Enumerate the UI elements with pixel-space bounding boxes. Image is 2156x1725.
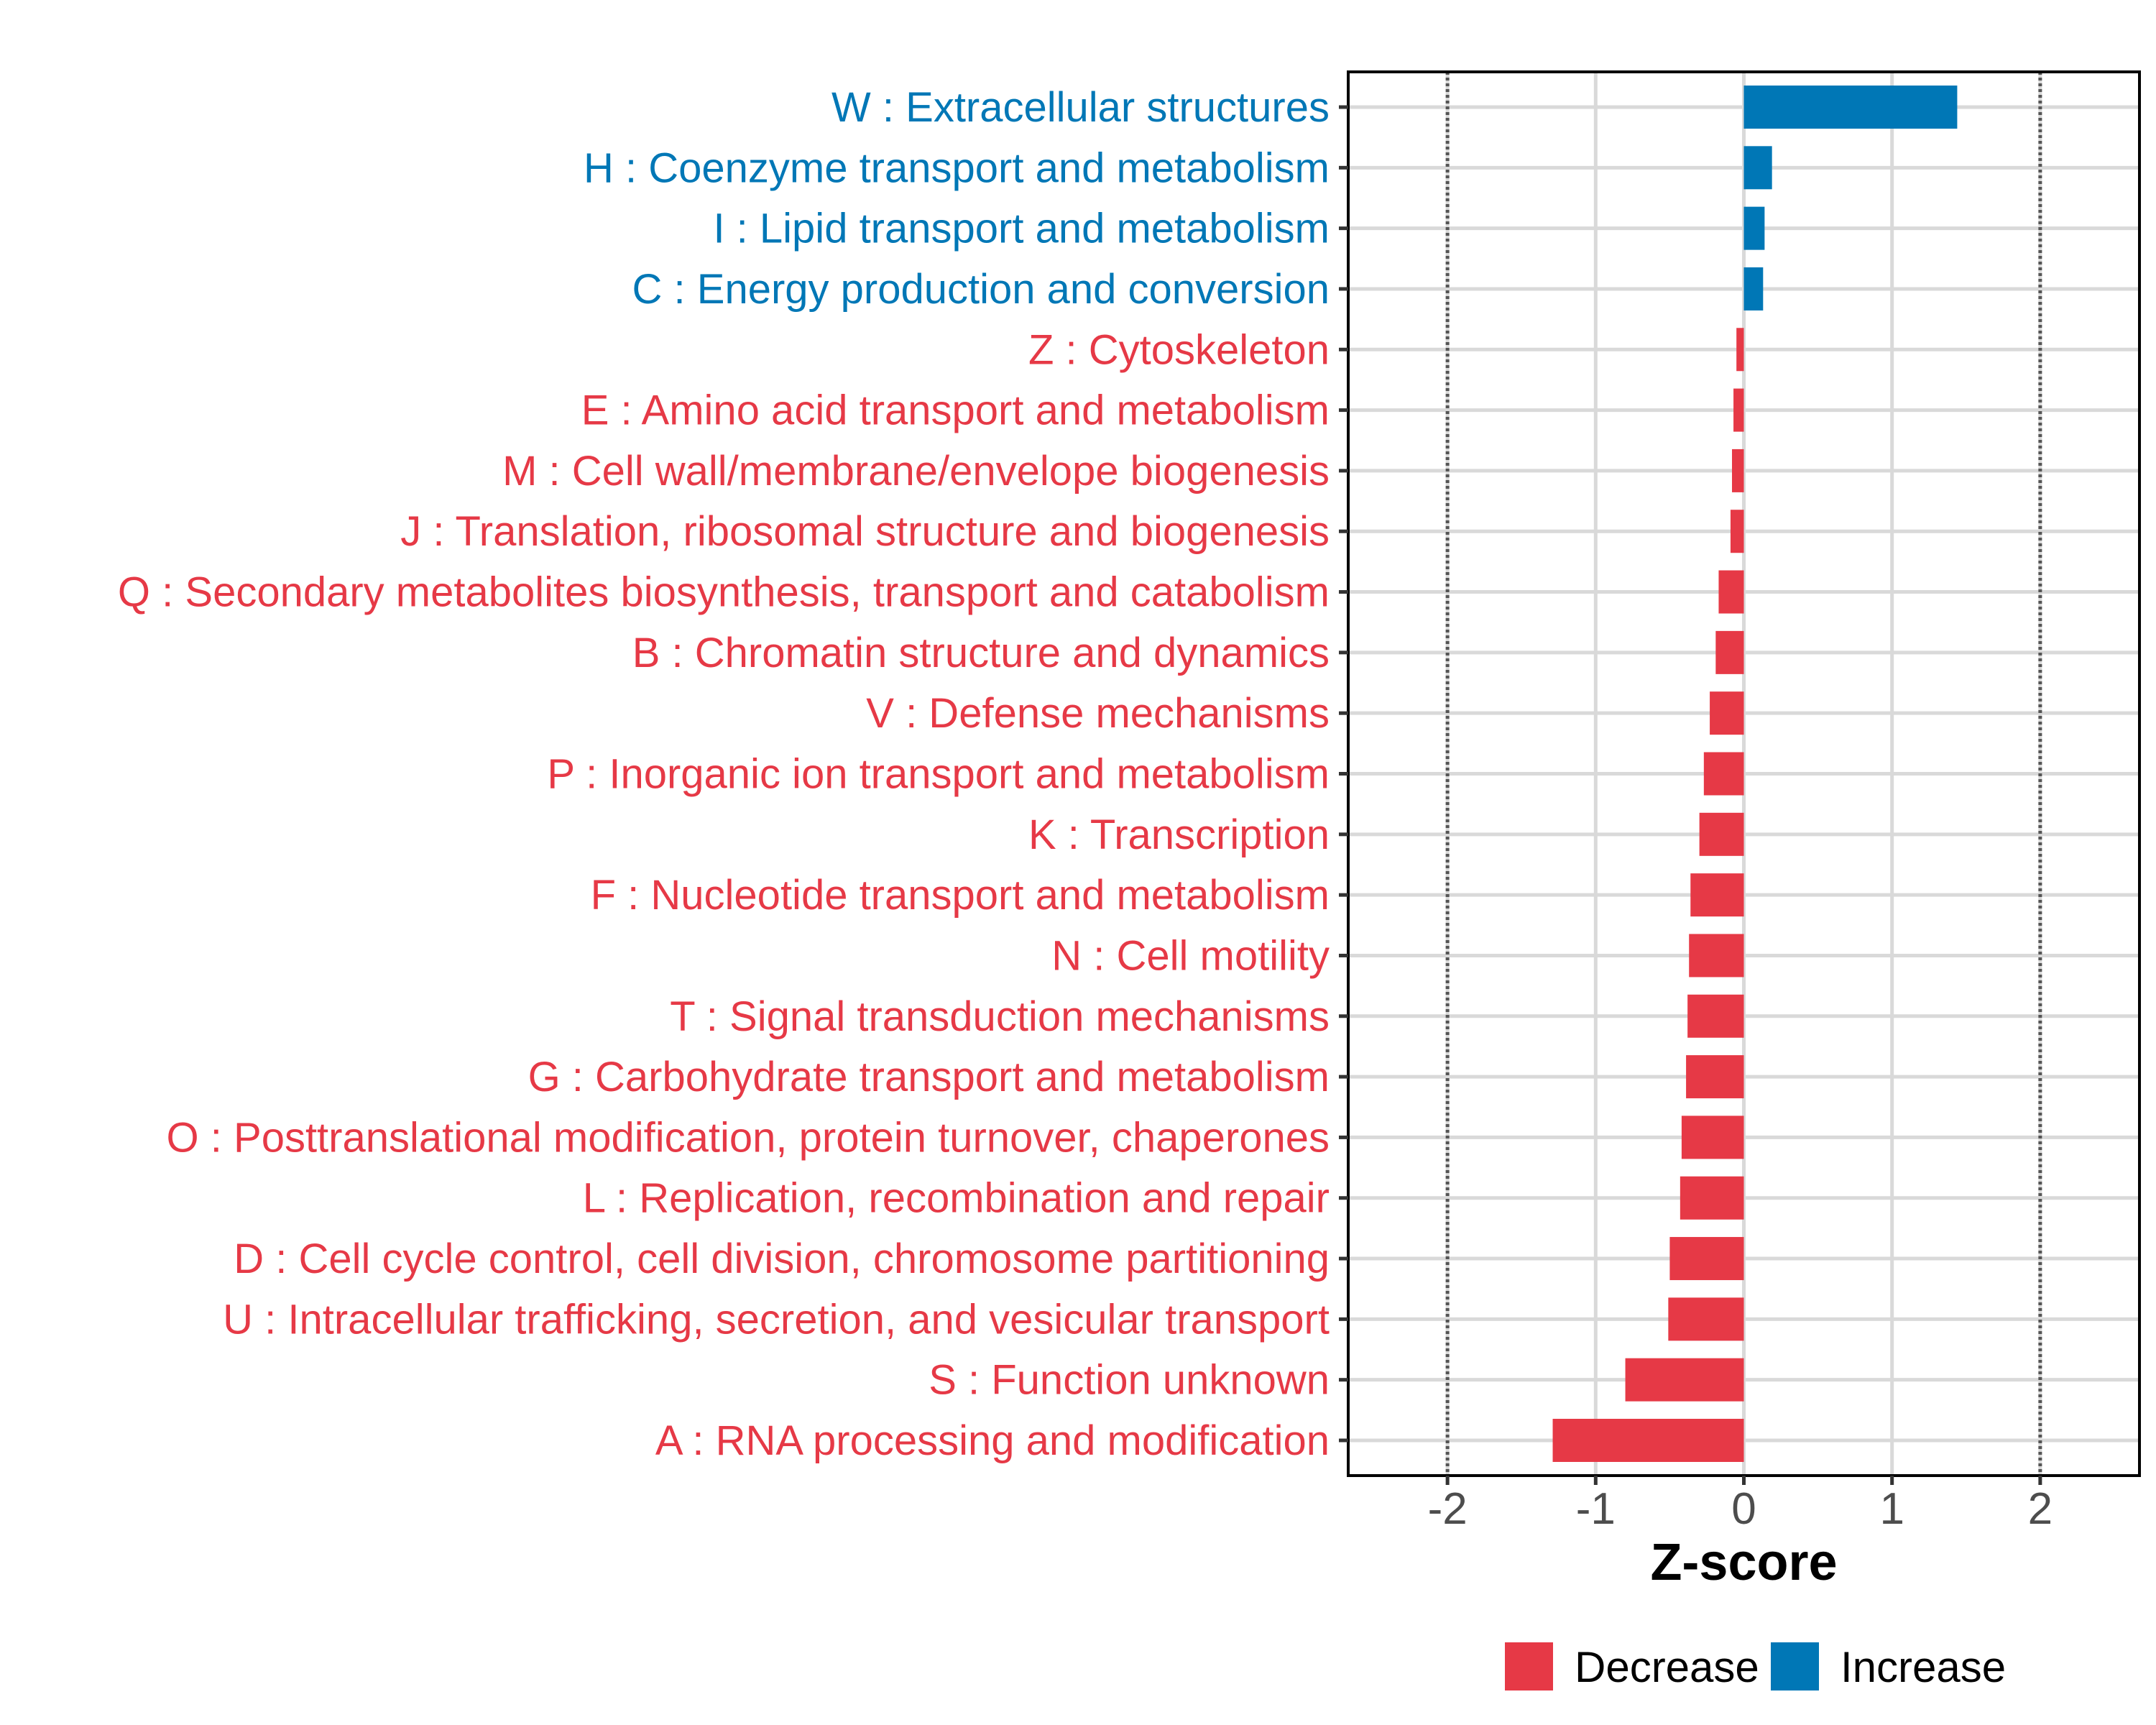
bar — [1733, 388, 1744, 432]
bar — [1690, 873, 1744, 917]
category-label: T : Signal transduction mechanisms — [670, 993, 1330, 1040]
legend-key-decrease — [1505, 1642, 1553, 1690]
bar — [1730, 510, 1744, 553]
bar — [1625, 1358, 1744, 1402]
category-label: A : RNA processing and modification — [655, 1417, 1330, 1464]
reference-lines — [1445, 72, 2042, 1476]
category-label: G : Carbohydrate transport and metabolis… — [528, 1054, 1330, 1100]
bar — [1681, 1116, 1744, 1159]
category-label: O : Posttranslational modification, prot… — [167, 1114, 1330, 1161]
bar — [1736, 328, 1744, 372]
category-label: S : Function unknown — [929, 1357, 1330, 1404]
y-axis: W : Extracellular structures H : Coenzyme… — [118, 84, 1348, 1464]
bar — [1699, 812, 1744, 856]
legend-label-decrease: Decrease — [1575, 1643, 1759, 1691]
category-label: B : Chromatin structure and dynamics — [632, 630, 1330, 676]
bar — [1680, 1176, 1744, 1220]
x-tick-label: -1 — [1576, 1484, 1616, 1534]
legend: Decrease Increase — [1505, 1642, 2006, 1691]
x-tick-label: 0 — [1731, 1484, 1756, 1534]
x-tick-label: -2 — [1428, 1484, 1468, 1534]
category-label: Q : Secondary metabolites biosynthesis, … — [118, 569, 1330, 616]
category-label: F : Nucleotide transport and metabolism — [591, 872, 1330, 919]
bar — [1552, 1419, 1744, 1462]
bar — [1687, 994, 1744, 1038]
category-label: N : Cell motility — [1051, 932, 1330, 979]
category-label: P : Inorganic ion transport and metaboli… — [547, 751, 1330, 798]
category-label: V : Defense mechanisms — [866, 690, 1330, 737]
bar — [1743, 206, 1765, 250]
category-label: I : Lipid transport and metabolism — [713, 206, 1330, 252]
bar — [1689, 934, 1744, 978]
bar — [1743, 267, 1764, 310]
category-label: L : Replication, recombination and repai… — [583, 1175, 1330, 1222]
category-label: E : Amino acid transport and metabolism — [581, 387, 1330, 434]
bar — [1743, 146, 1772, 190]
category-label: M : Cell wall/membrane/envelope biogenes… — [502, 448, 1330, 494]
bar — [1668, 1297, 1744, 1341]
bar — [1715, 630, 1744, 674]
bar — [1669, 1237, 1744, 1281]
category-label: K : Transcription — [1028, 811, 1330, 858]
legend-label-increase: Increase — [1841, 1643, 2006, 1691]
x-tick-label: 2 — [2028, 1484, 2053, 1534]
category-label: C : Energy production and conversion — [632, 266, 1330, 313]
bar — [1718, 570, 1744, 614]
bar — [1743, 86, 1958, 129]
bar — [1732, 448, 1744, 492]
bars — [1552, 86, 1958, 1462]
category-label: J : Translation, ribosomal structure and… — [400, 508, 1330, 555]
category-label: D : Cell cycle control, cell division, c… — [234, 1236, 1330, 1282]
bar — [1710, 691, 1744, 735]
x-tick-label: 1 — [1879, 1484, 1904, 1534]
legend-key-increase — [1771, 1642, 1819, 1690]
bar — [1686, 1055, 1744, 1099]
x-axis-title: Z-score — [1650, 1534, 1837, 1591]
category-label: Z : Cytoskeleton — [1028, 326, 1330, 373]
bar — [1703, 752, 1744, 796]
x-axis: -2 -1 0 1 2 — [1428, 1476, 2053, 1534]
category-label: W : Extracellular structures — [831, 84, 1330, 131]
category-label: U : Intracellular trafficking, secretion… — [223, 1296, 1330, 1343]
category-label: H : Coenzyme transport and metabolism — [584, 144, 1330, 191]
